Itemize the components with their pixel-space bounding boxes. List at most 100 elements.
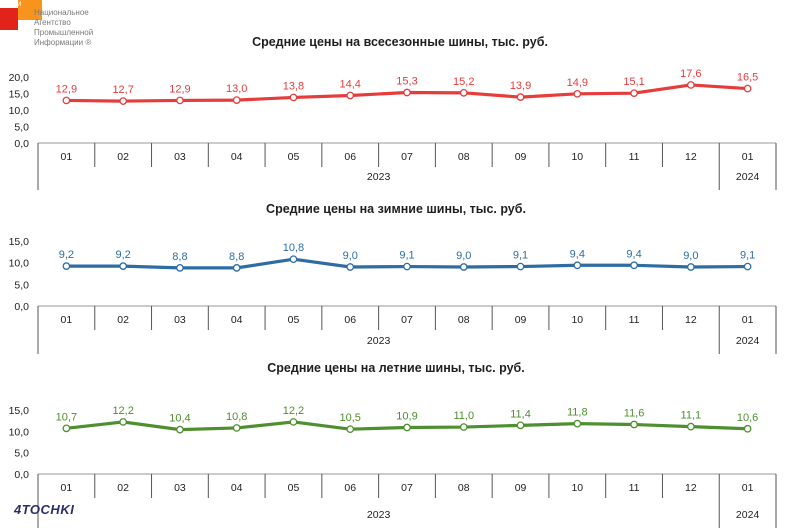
data-point	[119, 97, 128, 105]
data-label: 11,4	[510, 408, 531, 420]
data-label: 12,2	[283, 405, 304, 417]
data-label: 9,0	[343, 250, 358, 262]
data-label: 17,6	[680, 68, 701, 80]
data-label: 9,2	[116, 249, 131, 261]
data-point	[403, 88, 411, 97]
y-tick-label: 10,0	[9, 105, 30, 117]
data-point	[232, 264, 241, 272]
data-point	[176, 425, 184, 434]
data-label: 9,4	[570, 248, 585, 260]
data-point	[743, 84, 752, 93]
x-category-label: 05	[288, 314, 300, 326]
x-category-label: 03	[174, 314, 186, 326]
data-label: 13,9	[510, 80, 531, 92]
data-label: 11,8	[567, 407, 588, 419]
x-year-label: 2024	[736, 335, 760, 347]
data-label: 12,9	[169, 83, 190, 95]
data-label: 9,4	[626, 248, 641, 260]
logo-red-block	[0, 8, 18, 30]
data-point	[743, 262, 752, 271]
x-category-label: 09	[515, 151, 527, 163]
data-point	[289, 418, 298, 426]
logo-name: Национальное Агентство Промышленной Инфо…	[34, 8, 104, 48]
data-point	[459, 423, 468, 431]
data-point	[176, 264, 184, 272]
data-point	[289, 93, 298, 102]
data-point	[630, 261, 638, 270]
y-tick-label: 20,0	[9, 72, 30, 84]
data-label: 11,6	[624, 408, 645, 420]
chart-title: Средние цены на зимние шины, тыс. руб.	[266, 202, 526, 216]
data-label: 9,1	[513, 250, 528, 262]
x-category-label: 01	[742, 482, 754, 494]
y-tick-label: 5,0	[14, 448, 29, 460]
data-point	[686, 422, 695, 431]
data-label: 10,5	[340, 412, 361, 424]
data-point	[176, 96, 184, 105]
chart-title: Средние цены на всесезонные шины, тыс. р…	[252, 35, 548, 49]
data-point	[346, 263, 355, 271]
x-year-label: 2023	[367, 509, 391, 521]
data-label: 12,2	[112, 405, 133, 417]
x-category-label: 01	[742, 151, 754, 163]
x-category-label: 01	[61, 151, 73, 163]
x-category-label: 04	[231, 314, 243, 326]
chart-title: Средние цены на летние шины, тыс. руб.	[267, 361, 524, 375]
x-category-label: 12	[685, 314, 697, 326]
data-point	[573, 261, 582, 270]
data-point	[459, 88, 468, 97]
data-point	[516, 93, 525, 101]
data-label: 15,1	[623, 76, 644, 88]
data-point	[62, 96, 71, 105]
x-category-label: 04	[231, 482, 243, 494]
x-category-label: 07	[401, 314, 413, 326]
data-label: 16,5	[737, 72, 758, 84]
x-category-label: 12	[685, 151, 697, 163]
logo-tag: НАПИ	[4, 2, 22, 8]
data-label: 10,9	[396, 410, 417, 422]
x-category-label: 02	[117, 151, 129, 163]
y-tick-label: 0,0	[14, 138, 29, 150]
y-tick-label: 5,0	[14, 279, 29, 291]
x-category-label: 02	[117, 482, 129, 494]
data-label: 9,0	[456, 250, 471, 262]
data-label: 10,7	[56, 411, 77, 423]
data-point	[686, 263, 695, 271]
x-category-label: 07	[401, 482, 413, 494]
x-category-label: 12	[685, 482, 697, 494]
x-category-label: 01	[61, 482, 73, 494]
x-category-label: 11	[629, 482, 640, 494]
data-point	[516, 421, 525, 430]
x-year-label: 2024	[736, 171, 760, 183]
data-label: 8,8	[229, 251, 244, 263]
x-category-label: 01	[61, 314, 73, 326]
data-label: 10,8	[283, 242, 304, 254]
data-label: 9,1	[399, 250, 414, 262]
x-category-label: 03	[174, 151, 186, 163]
data-label: 15,2	[453, 76, 474, 88]
data-label: 9,0	[683, 250, 698, 262]
x-category-label: 05	[288, 482, 300, 494]
data-point	[119, 262, 128, 270]
x-year-label: 2023	[367, 335, 391, 347]
data-point	[119, 418, 128, 426]
data-label: 13,0	[226, 83, 247, 95]
y-tick-label: 15,0	[9, 405, 30, 417]
x-category-label: 08	[458, 482, 470, 494]
data-point	[630, 420, 638, 429]
x-category-label: 07	[401, 151, 413, 163]
x-category-label: 09	[515, 482, 527, 494]
data-label: 14,9	[567, 77, 588, 89]
x-category-label: 10	[571, 482, 583, 494]
x-category-label: 10	[571, 314, 583, 326]
x-category-label: 11	[629, 314, 640, 326]
y-tick-label: 0,0	[14, 301, 29, 313]
data-point	[289, 255, 298, 264]
x-category-label: 01	[742, 314, 754, 326]
logo-line: Информации ®	[34, 38, 92, 47]
logo-orange-block	[18, 0, 42, 20]
y-tick-label: 15,0	[9, 236, 30, 248]
data-label: 12,9	[56, 83, 77, 95]
x-category-label: 05	[288, 151, 300, 163]
logo-line: Промышленной	[34, 28, 94, 37]
